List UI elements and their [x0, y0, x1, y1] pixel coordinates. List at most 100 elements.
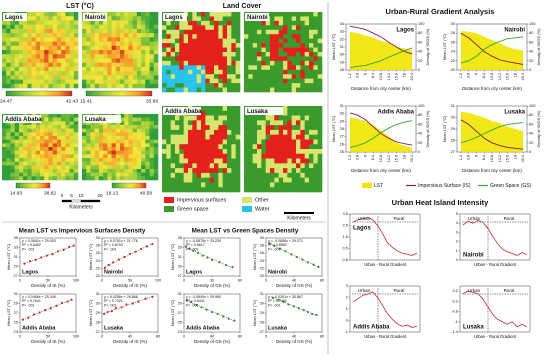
map-cell: [257, 125, 262, 130]
map-cell: [137, 176, 142, 180]
map-cell: [2, 50, 7, 55]
map-cell: [86, 67, 91, 72]
map-cell: [27, 63, 32, 68]
map-cell: [244, 56, 249, 61]
y-tick-label: 40: [418, 132, 422, 136]
map-cell: [86, 63, 91, 68]
map-cell: [150, 125, 155, 129]
map-cell: [116, 42, 121, 47]
map-cell: [305, 48, 310, 53]
map-cell: [120, 143, 125, 147]
map-cell: [313, 79, 318, 84]
map-cell: [103, 71, 108, 76]
map-cell: [70, 46, 75, 51]
map-cell: [2, 29, 7, 34]
map-cell: [300, 88, 305, 93]
map-cell: [23, 151, 28, 155]
map-cell: [218, 21, 223, 26]
map-cell: [120, 140, 125, 144]
map-cell: [274, 48, 279, 53]
map-cell: [53, 129, 58, 133]
map-cell: [244, 144, 249, 149]
map-cell: [2, 143, 7, 147]
map-cell: [15, 37, 20, 42]
map-cell: [128, 37, 133, 42]
map-cell: [95, 154, 100, 158]
scatter-point: [315, 314, 317, 316]
map-cell: [154, 125, 159, 129]
map-cell: [274, 52, 279, 57]
map-cell: [57, 132, 62, 136]
axis-label: Urban - Rural Gradient: [474, 334, 517, 339]
map-cell: [19, 162, 24, 166]
map-cell: [145, 118, 150, 122]
x-tick-label: 50: [46, 279, 50, 283]
map-cell: [57, 42, 62, 47]
map-cell: [201, 25, 206, 30]
map-cell: [95, 33, 100, 38]
map-cell: [36, 46, 41, 51]
map-cell: [166, 21, 171, 26]
map-cell: [188, 182, 193, 187]
map-cell: [70, 42, 75, 47]
map-cell: [188, 187, 193, 192]
map-cell: [266, 187, 271, 192]
map-cell: [184, 52, 189, 57]
map-cell: [305, 125, 310, 130]
map-cell: [309, 12, 314, 17]
map-cell: [44, 29, 49, 34]
map-cell: [120, 169, 125, 173]
map-cell: [261, 168, 266, 173]
scatter-point: [211, 259, 213, 261]
map-cell: [279, 61, 284, 66]
map-cell: [99, 169, 104, 173]
map-cell: [15, 54, 20, 59]
map-cell: [292, 116, 297, 121]
map-cell: [61, 129, 66, 133]
map-cell: [231, 163, 236, 168]
map-cell: [318, 30, 323, 35]
map-cell: [36, 37, 41, 42]
x-tick-label: 6: [363, 155, 367, 157]
map-cell: [145, 54, 150, 59]
map-cell: [236, 154, 241, 159]
map-cell: [112, 20, 117, 25]
scatter-point: [296, 256, 298, 258]
map-cell: [162, 21, 167, 26]
map-cell: [53, 118, 58, 122]
map-cell: [107, 54, 112, 59]
map-cell: [128, 143, 133, 147]
map-cell: [261, 39, 266, 44]
map-cell: [313, 83, 318, 88]
map-cell: [141, 25, 146, 30]
y-tick-label: 2: [456, 240, 458, 244]
map-cell: [257, 144, 262, 149]
map-cell: [248, 74, 253, 79]
map-cell: [128, 29, 133, 34]
map-cell: [124, 143, 129, 147]
map-cell: [61, 71, 66, 76]
map-cell: [214, 154, 219, 159]
map-cell: [300, 135, 305, 140]
map-cell: [133, 121, 138, 125]
map-cell: [120, 176, 125, 180]
map-cell: [95, 169, 100, 173]
map-cell: [283, 144, 288, 149]
map-cell: [309, 16, 314, 21]
map-cell: [296, 61, 301, 66]
map-cell: [210, 70, 215, 75]
map-cell: [44, 71, 49, 76]
map-cell: [253, 79, 258, 84]
map-cell: [6, 42, 11, 47]
map-cell: [197, 149, 202, 154]
map-cell: [133, 165, 138, 169]
map-cell: [201, 149, 206, 154]
map-cell: [48, 67, 53, 72]
map-cell: [188, 139, 193, 144]
map-cell: [184, 139, 189, 144]
map-cell: [19, 50, 24, 55]
map-cell: [82, 75, 87, 80]
map-cell: [137, 71, 142, 76]
map-cell: [128, 121, 133, 125]
map-cell: [236, 21, 241, 26]
